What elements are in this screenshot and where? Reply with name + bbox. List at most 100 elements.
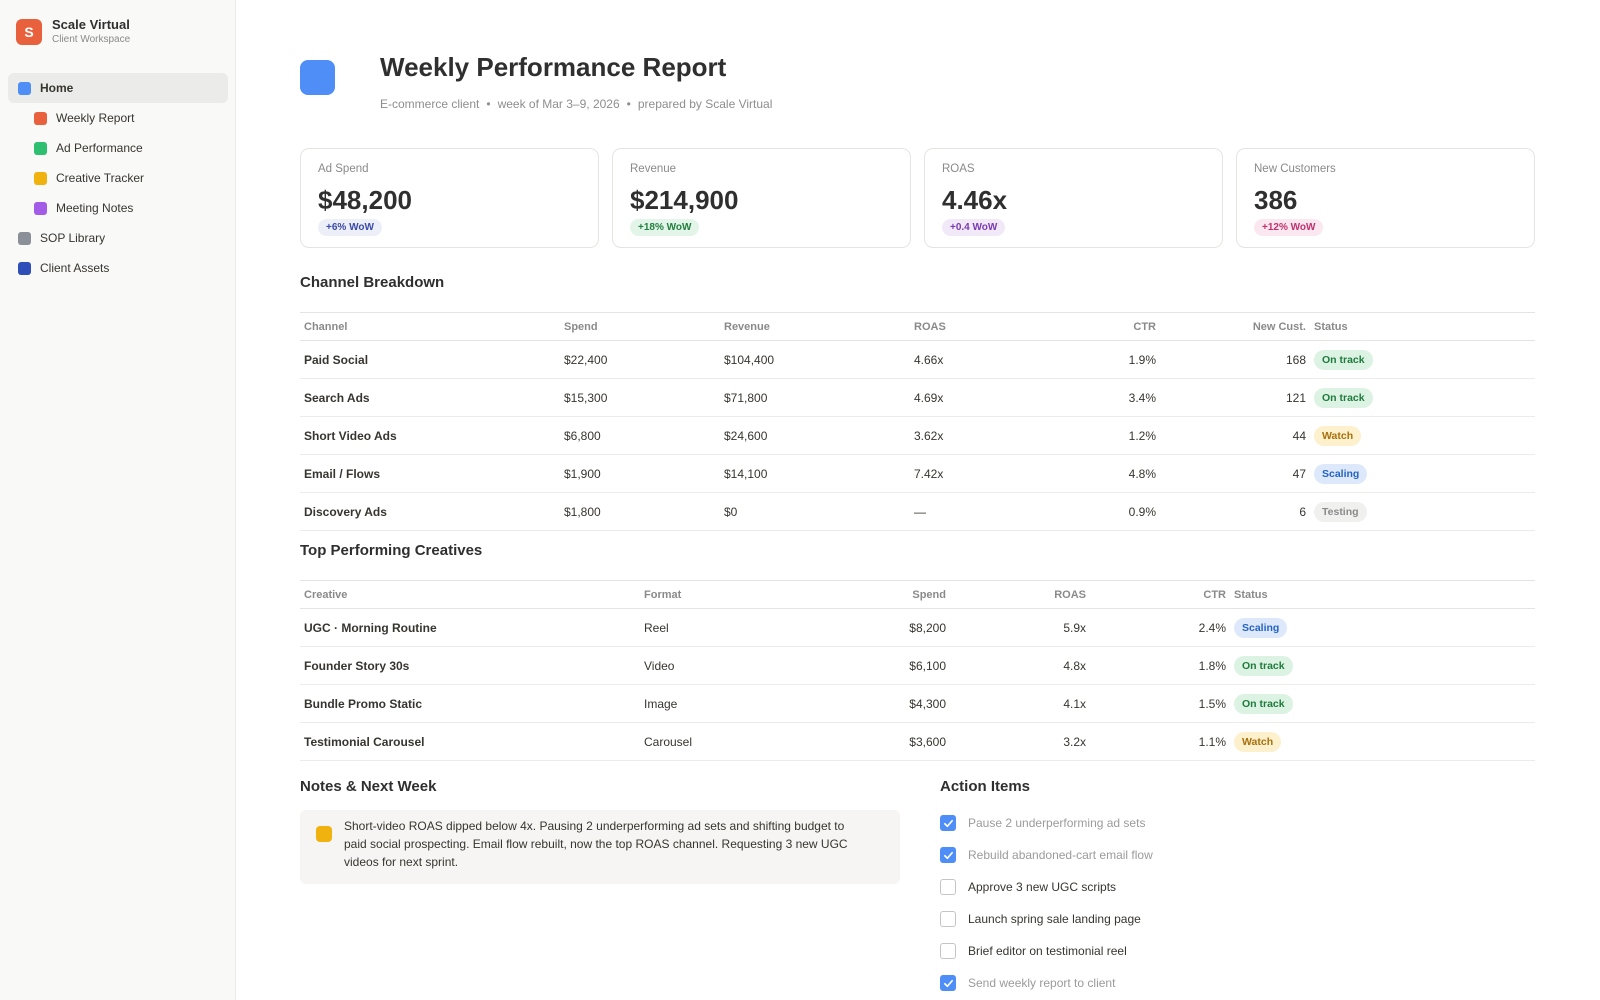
cell-revenue: $104,400 xyxy=(720,340,910,379)
table-row[interactable]: Search Ads $15,300 $71,800 4.69x 3.4% 121 On t… xyxy=(300,378,1535,417)
todo-checkbox[interactable] xyxy=(940,879,956,895)
kpi-cards: Ad Spend $48,200 +6% WoW Revenue $214,900 +18… xyxy=(300,148,1535,248)
cell-ctr: 2.4% xyxy=(1090,608,1230,647)
table-row[interactable]: Short Video Ads $6,800 $24,600 3.62x 1.2% 44 W… xyxy=(300,416,1535,455)
todo-checkbox[interactable] xyxy=(940,911,956,927)
cell-spend: $1,800 xyxy=(560,492,720,531)
table-row[interactable]: Testimonial Carousel Carousel $3,600 3.2x 1.… xyxy=(300,722,1535,761)
cell-status: Watch xyxy=(1230,722,1535,761)
sidebar-item-sop-library[interactable]: SOP Library xyxy=(8,223,228,253)
column-header-roas[interactable]: ROAS xyxy=(910,312,1060,341)
cell-new-cust: 121 xyxy=(1160,378,1310,417)
sidebar-item-creative-tracker[interactable]: Creative Tracker xyxy=(8,163,228,193)
page-icon xyxy=(18,261,31,275)
cell-format: Reel xyxy=(640,608,820,647)
cell-revenue: $24,600 xyxy=(720,416,910,455)
kpi-label: Ad Spend xyxy=(318,163,369,175)
cell-spend: $1,900 xyxy=(560,454,720,493)
sidebar-item-label: Ad Performance xyxy=(56,141,143,155)
todo-item[interactable]: Rebuild abandoned-cart email flow xyxy=(940,839,1153,871)
status-badge: On track xyxy=(1234,693,1293,714)
page-icon xyxy=(18,81,31,95)
callout-icon xyxy=(316,826,332,842)
table-row[interactable]: Discovery Ads $1,800 $0—0.9% 6 Testing xyxy=(300,492,1535,531)
cell-roas: 4.69x xyxy=(910,378,1060,417)
column-header-creative[interactable]: Creative xyxy=(300,580,640,609)
cell-ctr: 3.4% xyxy=(1060,378,1160,417)
sidebar-item-ad-performance[interactable]: Ad Performance xyxy=(8,133,228,163)
subtitle-author: prepared by Scale Virtual xyxy=(637,97,773,111)
cell-roas: 7.42x xyxy=(910,454,1060,493)
todo-checkbox[interactable] xyxy=(940,975,956,991)
todo-item[interactable]: Brief editor on testimonial reel xyxy=(940,935,1153,967)
top-creatives-table: Creative Format Spend ROAS CTR Status UGC · M… xyxy=(300,580,1535,761)
subtitle-client: E-commerce client xyxy=(380,97,480,111)
cell-creative: Founder Story 30s xyxy=(300,646,640,685)
sidebar-item-label: Client Assets xyxy=(40,261,110,275)
subtitle-separator: • xyxy=(626,97,631,111)
check-icon xyxy=(943,819,953,827)
cell-ctr: 1.1% xyxy=(1090,722,1230,761)
notes-callout[interactable]: Short-video ROAS dipped below 4x. Pausin… xyxy=(300,810,900,884)
notes-text: Short-video ROAS dipped below 4x. Pausin… xyxy=(344,819,848,869)
todo-checkbox[interactable] xyxy=(940,815,956,831)
sidebar-item-meeting-notes[interactable]: Meeting Notes xyxy=(8,193,228,223)
cell-ctr: 1.5% xyxy=(1090,684,1230,723)
table-row[interactable]: Founder Story 30s Video $6,100 4.8x 1.8% On t… xyxy=(300,646,1535,685)
action-items-heading: Action Items xyxy=(940,778,1031,795)
cell-new-cust: 44 xyxy=(1160,416,1310,455)
column-header-channel[interactable]: Channel xyxy=(300,312,560,341)
column-header-ctr[interactable]: CTR xyxy=(1090,580,1230,609)
workspace-switcher[interactable]: S Scale Virtual Client Workspace xyxy=(16,17,130,47)
column-header-status[interactable]: Status xyxy=(1310,312,1535,341)
column-header-format[interactable]: Format xyxy=(640,580,820,609)
channel-breakdown-table: Channel Spend Revenue ROAS CTR New Cust. Statu… xyxy=(300,312,1535,531)
todo-checkbox[interactable] xyxy=(940,943,956,959)
todo-item[interactable]: Approve 3 new UGC scripts xyxy=(940,871,1153,903)
column-header-roas[interactable]: ROAS xyxy=(950,580,1090,609)
todo-item[interactable]: Pause 2 underperforming ad sets xyxy=(940,807,1153,839)
table-row[interactable]: Bundle Promo Static Image $4,300 4.1x 1.5% On… xyxy=(300,684,1535,723)
subtitle-separator: • xyxy=(486,97,491,111)
table-row[interactable]: UGC · Morning Routine Reel $8,200 5.9x 2.4% S… xyxy=(300,608,1535,647)
sidebar-item-label: Meeting Notes xyxy=(56,201,134,215)
table-row[interactable]: Paid Social $22,400 $104,400 4.66x 1.9% 168 On… xyxy=(300,340,1535,379)
kpi-card-ad-spend: Ad Spend $48,200 +6% WoW xyxy=(300,148,599,248)
channel-breakdown-heading: Channel Breakdown xyxy=(300,274,445,291)
status-badge: On track xyxy=(1234,655,1293,676)
column-header-new-cust[interactable]: New Cust. xyxy=(1160,312,1310,341)
cell-format: Carousel xyxy=(640,722,820,761)
status-badge: On track xyxy=(1314,387,1373,408)
kpi-label: New Customers xyxy=(1254,163,1336,175)
kpi-card-revenue: Revenue $214,900 +18% WoW xyxy=(612,148,911,248)
todo-checkbox[interactable] xyxy=(940,847,956,863)
column-header-ctr[interactable]: CTR xyxy=(1060,312,1160,341)
kpi-card-new-customers: New Customers 386 +12% WoW xyxy=(1236,148,1535,248)
page-title: Weekly Performance Report xyxy=(380,52,727,82)
column-header-spend[interactable]: Spend xyxy=(820,580,950,609)
top-creatives-heading: Top Performing Creatives xyxy=(300,542,483,559)
cell-status: Testing xyxy=(1310,492,1535,531)
cell-ctr: 4.8% xyxy=(1060,454,1160,493)
sidebar-item-client-assets[interactable]: Client Assets xyxy=(8,253,228,283)
cell-roas: 5.9x xyxy=(950,608,1090,647)
kpi-label: Revenue xyxy=(630,163,677,175)
todo-item[interactable]: Send weekly report to client xyxy=(940,967,1153,999)
kpi-delta-badge: +12% WoW xyxy=(1254,219,1324,236)
column-header-status[interactable]: Status xyxy=(1230,580,1535,609)
table-row[interactable]: Email / Flows $1,900 $14,100 7.42x 4.8% 47 Sca… xyxy=(300,454,1535,493)
check-icon xyxy=(943,851,953,859)
cell-ctr: 1.2% xyxy=(1060,416,1160,455)
cell-channel: Discovery Ads xyxy=(300,492,560,531)
cell-spend: $3,600 xyxy=(820,722,950,761)
cell-new-cust: 6 xyxy=(1160,492,1310,531)
sidebar: S Scale Virtual Client Workspace Home Wee… xyxy=(0,0,236,1000)
cell-roas: 3.62x xyxy=(910,416,1060,455)
page-icon[interactable] xyxy=(300,60,335,95)
todo-item[interactable]: Launch spring sale landing page xyxy=(940,903,1153,935)
column-header-spend[interactable]: Spend xyxy=(560,312,720,341)
sidebar-item-weekly-report[interactable]: Weekly Report xyxy=(8,103,228,133)
column-header-revenue[interactable]: Revenue xyxy=(720,312,910,341)
sidebar-item-home[interactable]: Home xyxy=(8,73,228,103)
kpi-value: $48,200 xyxy=(318,185,412,215)
